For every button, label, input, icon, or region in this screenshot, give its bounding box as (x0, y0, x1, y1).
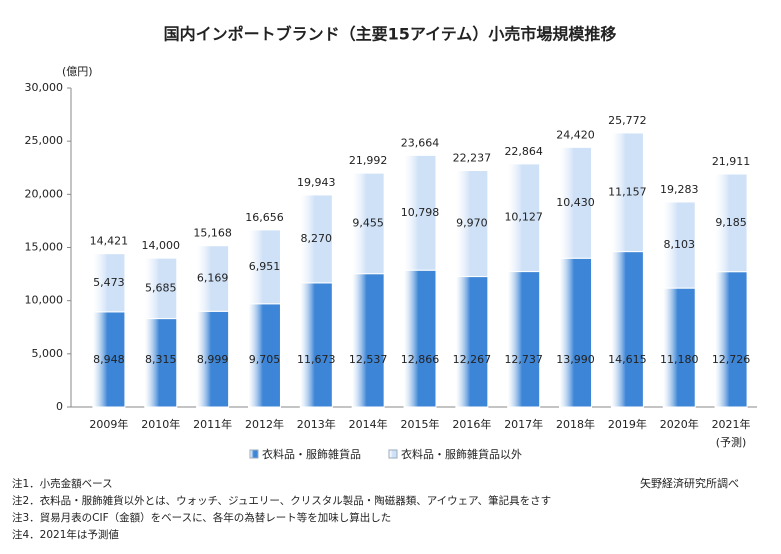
note: 注1．小売金額ベース (12, 477, 113, 490)
y-tick-label: 25,000 (25, 134, 64, 147)
total-label: 19,283 (660, 183, 699, 196)
y-tick-label: 10,000 (25, 294, 64, 307)
total-label: 22,237 (453, 152, 492, 165)
bar-segment (403, 154, 437, 271)
value-label: 8,315 (145, 353, 177, 366)
value-label: 10,430 (556, 196, 595, 209)
source: 矢野経済研究所調べ (640, 476, 739, 490)
value-label: 8,999 (197, 353, 229, 366)
value-label: 10,127 (504, 211, 543, 224)
total-label: 21,992 (349, 154, 388, 167)
bar-segment (559, 146, 593, 259)
bar-segment (247, 229, 281, 305)
bar-segment (351, 172, 385, 275)
x-tick-label: 2016年 (452, 417, 491, 431)
bar-segment (299, 282, 333, 408)
total-label: 25,772 (608, 114, 647, 127)
x-tick-label: 2019年 (608, 417, 647, 431)
bar-segment (403, 269, 437, 408)
chart-title: 国内インポートブランド（主要15アイテム）小売市場規模推移 (164, 25, 617, 44)
value-label: 6,169 (197, 272, 229, 285)
x-tick-label: 2014年 (349, 417, 388, 431)
total-label: 24,420 (556, 128, 595, 141)
value-label: 9,185 (715, 216, 747, 229)
total-label: 22,864 (504, 145, 543, 158)
value-label: 9,455 (352, 216, 384, 229)
legend-swatch (388, 449, 398, 459)
value-label: 12,866 (401, 353, 440, 366)
bar-segment (144, 257, 178, 320)
total-label: 16,656 (245, 211, 284, 224)
bar-segment (196, 245, 230, 312)
x-tick-label: 2020年 (660, 417, 699, 431)
value-label: 12,726 (712, 353, 751, 366)
x-tick-label: 2015年 (401, 417, 440, 431)
value-label: 9,705 (249, 353, 281, 366)
y-tick-label: 20,000 (25, 187, 64, 200)
value-label: 12,737 (504, 353, 543, 366)
value-label: 8,103 (663, 238, 695, 251)
total-label: 14,000 (142, 239, 181, 252)
legend-label: 衣料品・服飾雑貨品以外 (401, 447, 522, 461)
total-label: 19,943 (297, 176, 336, 189)
bar-segment (507, 271, 541, 408)
bar-segment (714, 173, 748, 273)
bar-segment (92, 311, 126, 408)
bar-segment (351, 273, 385, 408)
value-label: 14,615 (608, 353, 647, 366)
x-tick-label: 2021年 (712, 417, 751, 431)
value-label: 5,685 (145, 281, 177, 294)
bar-segment (610, 132, 644, 253)
x-tick-label: 2011年 (193, 417, 232, 431)
bar-segment (92, 253, 126, 313)
y-tick-label: 15,000 (25, 241, 64, 254)
total-label: 21,911 (712, 155, 751, 168)
x-tick-label: 2018年 (556, 417, 595, 431)
y-axis-label: (億円) (62, 65, 93, 78)
x-tick-label: 2012年 (245, 417, 284, 431)
bar-segment (610, 251, 644, 408)
bar-segment (662, 201, 696, 289)
note: 注3．貿易月表のCIF（金額）をベースに、各年の為替レート等を加味し算出した (12, 511, 391, 524)
forecast-note: (予測) (716, 435, 747, 449)
value-label: 9,970 (456, 217, 488, 230)
bar-segment (455, 170, 489, 278)
value-label: 11,157 (608, 185, 647, 198)
total-label: 15,168 (193, 227, 232, 240)
bar-segment (507, 163, 541, 273)
note: 注4．2021年は予測値 (12, 528, 119, 541)
x-tick-label: 2010年 (141, 417, 180, 431)
value-label: 8,270 (301, 232, 333, 245)
note: 注2．衣料品・服飾雑貨以外とは、ウォッチ、ジュエリー、クリスタル製品・陶磁器類、… (12, 494, 551, 507)
bar-segment (714, 271, 748, 408)
value-label: 8,948 (93, 353, 125, 366)
value-label: 12,267 (453, 353, 492, 366)
value-label: 13,990 (556, 353, 595, 366)
x-tick-label: 2013年 (297, 417, 336, 431)
value-label: 12,537 (349, 353, 388, 366)
legend-label: 衣料品・服飾雑貨品 (262, 447, 361, 461)
y-tick-label: 30,000 (25, 81, 64, 94)
value-label: 10,798 (401, 206, 440, 219)
x-tick-label: 2017年 (504, 417, 543, 431)
total-label: 14,421 (90, 235, 129, 248)
total-label: 23,664 (401, 136, 440, 149)
bar-segment (662, 287, 696, 408)
value-label: 5,473 (93, 276, 125, 289)
bar-segment (559, 257, 593, 408)
legend-swatch (249, 449, 259, 459)
y-tick-label: 5,000 (32, 347, 64, 360)
y-tick-label: 0 (56, 400, 63, 413)
value-label: 11,180 (660, 353, 699, 366)
bar-segment (299, 194, 333, 284)
value-label: 6,951 (249, 260, 281, 273)
bar-segment (455, 276, 489, 408)
value-label: 11,673 (297, 353, 336, 366)
x-tick-label: 2009年 (89, 417, 128, 431)
